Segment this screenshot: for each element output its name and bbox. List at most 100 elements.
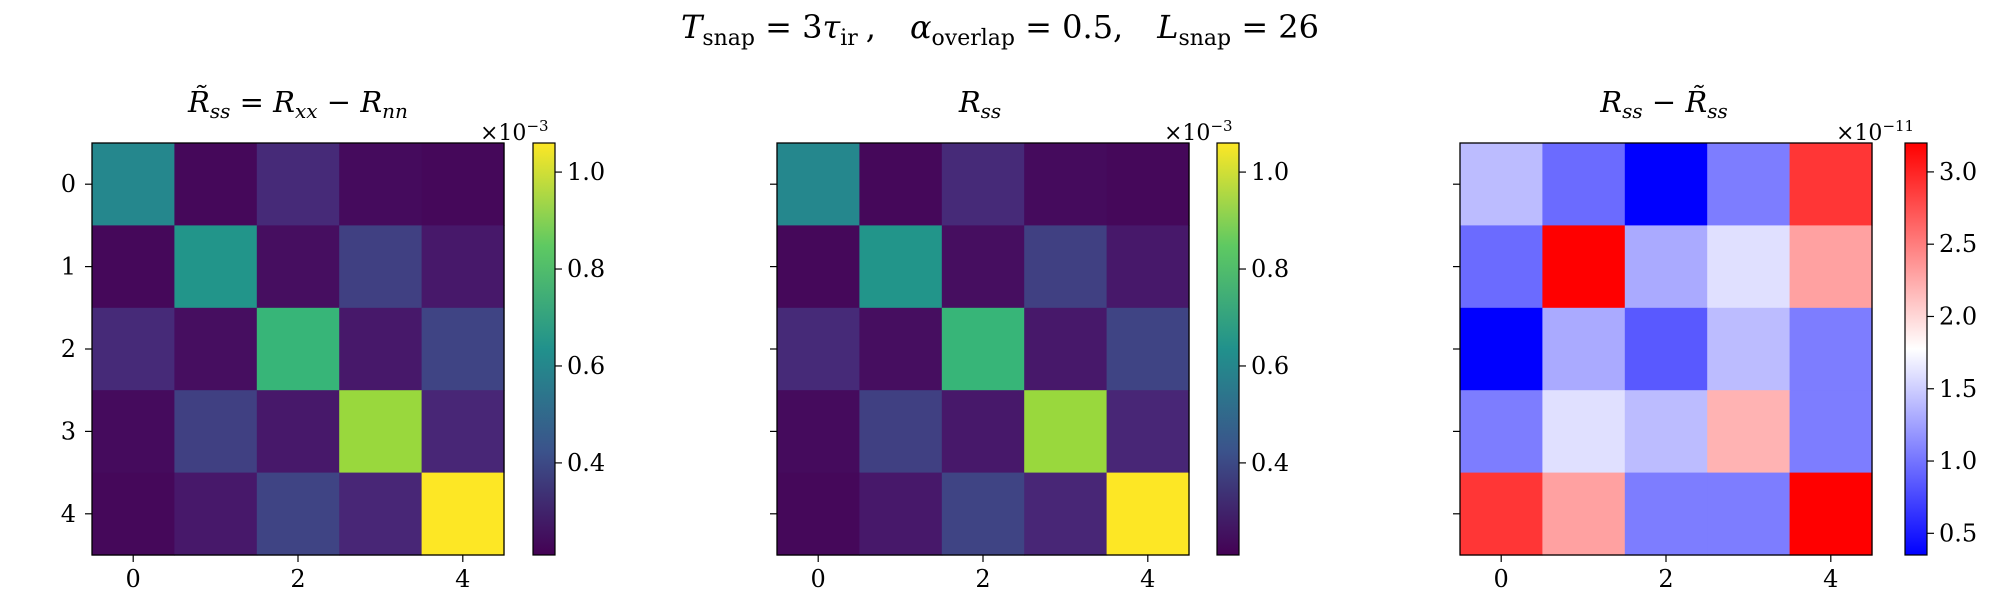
heatmap-cell-r1-c4 [1106, 225, 1190, 309]
heatmap-cell-r4-c4 [421, 472, 505, 556]
panel-1-title-lhs: R̃ [187, 85, 210, 119]
suptitle-l-value: = 26 [1231, 8, 1319, 46]
panel-1-title-b-sub: nn [382, 99, 408, 123]
heatmap-cell-r1-c4 [421, 225, 505, 309]
colorbar-tick-label: 1.0 [1939, 447, 1977, 475]
colorbar-tick-label: 2.5 [1939, 230, 1977, 258]
heatmap-cell-r3-c2 [256, 390, 340, 474]
suptitle-tau-subscript: ir [840, 26, 858, 51]
colorbar [1904, 142, 1928, 556]
heatmap-cell-r4-c0 [1460, 472, 1543, 556]
panel-1-multiplier-exp: −3 [526, 117, 548, 135]
heatmap-cell-r2-c4 [421, 307, 505, 391]
heatmap-cell-r0-c1 [1542, 143, 1626, 226]
y-tick-label: 4 [61, 500, 76, 528]
heatmap-cell-r4-c0 [92, 472, 175, 556]
heatmap-cell-r3-c3 [339, 390, 423, 474]
suptitle-alpha-value: = 0.5 [1015, 8, 1113, 46]
heatmap-cell-r0-c3 [1024, 143, 1108, 226]
heatmap-cell-r3-c2 [1624, 390, 1708, 474]
panel-2-multiplier-exp: −3 [1210, 117, 1232, 135]
x-tick-label: 2 [975, 565, 990, 593]
x-tick-label: 4 [455, 565, 470, 593]
x-tick-label: 0 [126, 565, 141, 593]
colorbar-tick-label: 0.4 [1251, 449, 1289, 477]
heatmap-cell-r4-c4 [1789, 472, 1873, 556]
heatmap-panel-2: 0 2 4 0.4 0.6 0.8 1.0 [770, 142, 1289, 593]
panel-2-title: Rss [958, 85, 1001, 123]
heatmap-cell-r3-c4 [421, 390, 505, 474]
colorbar-tick-label: 0.5 [1939, 519, 1977, 547]
x-tick-label: 4 [1140, 565, 1155, 593]
panel-3-title-lhs-sub: ss [1622, 99, 1643, 123]
panel-2-title-lhs-sub: ss [981, 99, 1002, 123]
heatmap-cell-r0-c4 [421, 143, 505, 226]
panel-3-multiplier-base: ×10 [1836, 121, 1882, 146]
heatmap-cell-r4-c1 [1542, 472, 1626, 556]
heatmap-cell-r3-c3 [1024, 390, 1108, 474]
suptitle-alpha-symbol: α [910, 8, 932, 46]
colorbar-tick-label: 0.8 [1251, 255, 1289, 283]
colorbar [1216, 142, 1240, 556]
heatmap-cell-r2-c0 [777, 307, 860, 391]
heatmap-cell-r1-c3 [1707, 225, 1791, 309]
heatmap-cell-r0-c3 [1707, 143, 1791, 226]
heatmap-cell-r3-c2 [941, 390, 1025, 474]
heatmap-cell-r3-c1 [174, 390, 258, 474]
heatmap-cell-r1-c2 [941, 225, 1025, 309]
panel-1-title-b: R [359, 85, 382, 119]
heatmap-cell-r3-c3 [1707, 390, 1791, 474]
x-tick-label: 0 [1494, 565, 1509, 593]
x-tick-label: 2 [290, 565, 305, 593]
x-tick-label: 4 [1823, 565, 1838, 593]
heatmap-cell-r1-c3 [339, 225, 423, 309]
colorbar-tick-label: 1.0 [1251, 158, 1289, 186]
heatmap-cell-r1-c1 [174, 225, 258, 309]
heatmap-cell-r3-c0 [777, 390, 860, 474]
y-tick-label: 2 [61, 335, 76, 363]
heatmap-cell-r4-c2 [256, 472, 340, 556]
heatmap-cell-r3-c0 [92, 390, 175, 474]
heatmap-cell-r4-c1 [174, 472, 258, 556]
heatmap-cell-r2-c2 [256, 307, 340, 391]
heatmap-cell-r1-c2 [256, 225, 340, 309]
heatmap-panel-1: 0 2 4 0 1 2 3 4 0.4 0.6 0.8 1.0 [61, 142, 605, 593]
heatmap-cell-r0-c2 [1624, 143, 1708, 226]
suptitle-l-symbol: L [1156, 8, 1178, 46]
panel-3-title-b-sub: ss [1707, 99, 1728, 123]
panel-3-multiplier-exp: −11 [1882, 117, 1914, 135]
figure-suptitle: Tsnap = 3τir, αoverlap = 0.5, Lsnap = 26 [681, 8, 1319, 51]
panel-3-title-b: R̃ [1684, 85, 1707, 119]
x-tick-label: 2 [1658, 565, 1673, 593]
suptitle-t-value: = 3 [755, 8, 823, 46]
panel-2-multiplier-base: ×10 [1164, 121, 1210, 146]
panel-3-title-minus: − [1643, 85, 1686, 119]
heatmap-cell-r2-c3 [339, 307, 423, 391]
heatmap-cell-r1-c1 [859, 225, 943, 309]
heatmap-cell-r1-c3 [1024, 225, 1108, 309]
heatmap-cell-r4-c4 [1106, 472, 1190, 556]
panel-2-title-lhs: R [958, 85, 981, 119]
heatmap-cell-r2-c3 [1024, 307, 1108, 391]
heatmap-cell-r4-c0 [777, 472, 860, 556]
heatmap-cell-r1-c4 [1789, 225, 1873, 309]
panel-2-colorbar-multiplier: ×10−3 [1164, 117, 1233, 146]
panel-1-title-a-sub: xx [295, 99, 318, 123]
heatmap-cell-r2-c3 [1707, 307, 1791, 391]
colorbar-tick-label: 0.6 [567, 352, 605, 380]
heatmap-cell-r2-c1 [1542, 307, 1626, 391]
heatmap-cell-r4-c3 [1024, 472, 1108, 556]
heatmap-cell-r2-c2 [941, 307, 1025, 391]
suptitle-l-subscript: snap [1178, 26, 1231, 51]
panel-3-title: Rss − R̃ss [1599, 85, 1728, 123]
suptitle-t-subscript: snap [702, 26, 755, 51]
colorbar-tick-label: 1.5 [1939, 375, 1977, 403]
heatmap-cell-r4-c3 [1707, 472, 1791, 556]
panel-1-title-lhs-sub: ss [210, 99, 231, 123]
colorbar [532, 142, 556, 556]
colorbar-tick-label: 0.8 [567, 255, 605, 283]
panel-1-multiplier-base: ×10 [480, 121, 526, 146]
heatmap-cell-r2-c4 [1106, 307, 1190, 391]
heatmap-cell-r0-c0 [777, 143, 860, 226]
heatmap-cell-r1-c2 [1624, 225, 1708, 309]
